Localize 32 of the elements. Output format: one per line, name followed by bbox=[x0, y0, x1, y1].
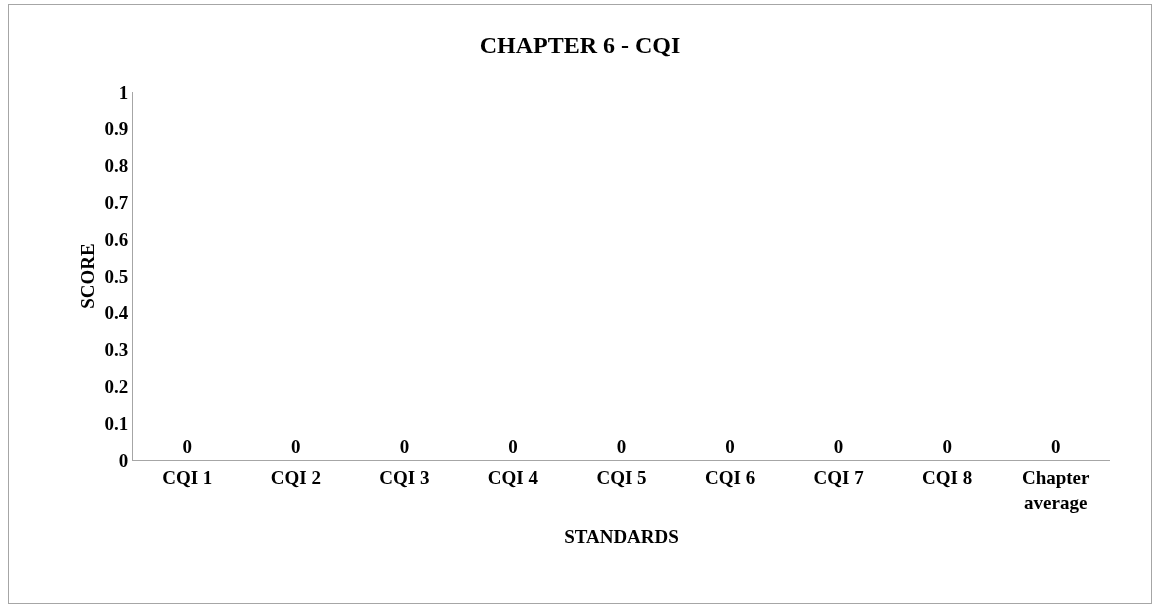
data-label: 0 bbox=[508, 436, 518, 457]
data-label: 0 bbox=[399, 436, 410, 457]
data-label: 0 bbox=[942, 436, 952, 457]
x-tick-label: CQI 5 bbox=[596, 466, 647, 488]
y-tick-label: 0.2 bbox=[104, 376, 129, 398]
x-tick-label: CQI 4 bbox=[487, 466, 539, 488]
data-label: 0 bbox=[725, 436, 735, 457]
x-tick-label: CQI 1 bbox=[162, 466, 213, 488]
data-label: 0 bbox=[182, 436, 193, 457]
x-tick-label: CQI 6 bbox=[704, 466, 756, 488]
data-label: 0 bbox=[291, 436, 301, 457]
data-label: 0 bbox=[1050, 436, 1061, 457]
y-axis-title: SCORE bbox=[77, 243, 99, 309]
x-tick-label: Chapter average bbox=[1021, 466, 1091, 513]
chart-title: CHAPTER 6 - CQI bbox=[479, 32, 681, 59]
y-tick-label: 0.4 bbox=[104, 302, 129, 324]
data-label: 0 bbox=[616, 436, 627, 457]
x-tick-label: CQI 8 bbox=[922, 466, 973, 488]
x-tick-label: CQI 7 bbox=[813, 466, 865, 488]
x-tick-label: CQI 3 bbox=[379, 466, 430, 488]
y-tick-label: 0.7 bbox=[104, 192, 129, 214]
y-tick-label: 0.5 bbox=[104, 265, 129, 287]
y-tick-label: 0 bbox=[118, 449, 129, 471]
x-axis-title: STANDARDS bbox=[564, 526, 679, 548]
y-tick-label: 0.1 bbox=[104, 412, 129, 434]
y-tick-label: 0.9 bbox=[104, 118, 129, 140]
data-label: 0 bbox=[833, 436, 844, 457]
y-tick-label: 0.8 bbox=[104, 155, 129, 177]
y-tick-label: 1 bbox=[118, 81, 129, 103]
y-tick-label: 0.6 bbox=[104, 228, 129, 250]
x-tick-label: CQI 2 bbox=[270, 466, 321, 488]
y-tick-label: 0.3 bbox=[104, 339, 129, 361]
